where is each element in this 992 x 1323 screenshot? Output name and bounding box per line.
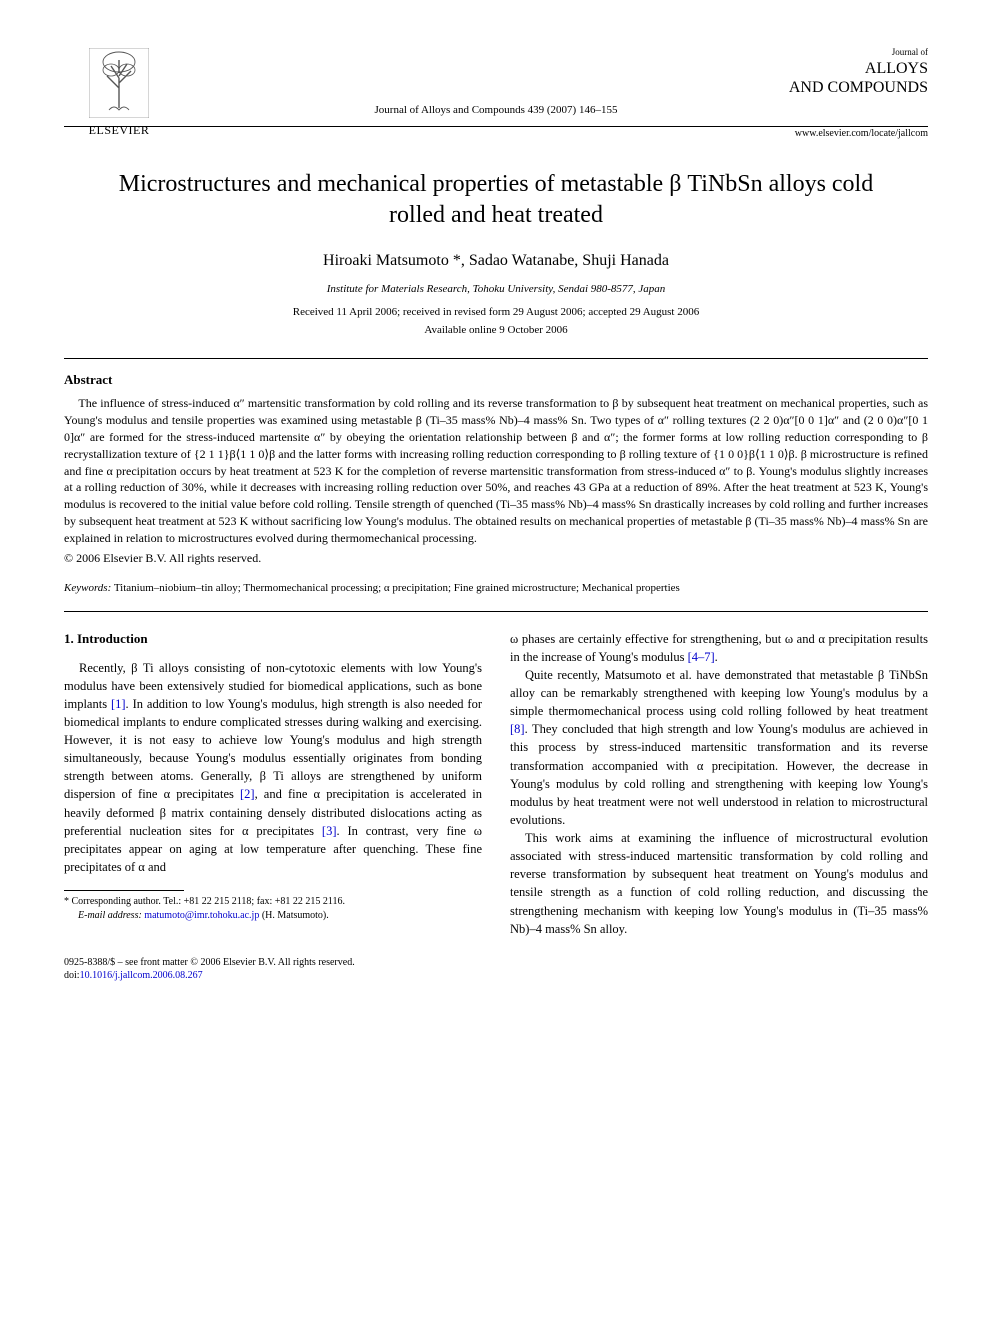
section-1-heading: 1. Introduction bbox=[64, 630, 482, 649]
ref-link-3[interactable]: [3] bbox=[322, 824, 337, 838]
corresponding-author-footnote: * Corresponding author. Tel.: +81 22 215… bbox=[64, 895, 482, 922]
ref-link-8[interactable]: [8] bbox=[510, 722, 525, 736]
doi-label: doi: bbox=[64, 970, 80, 981]
page-footer: 0925-8388/$ – see front matter © 2006 El… bbox=[64, 956, 928, 983]
doi-link[interactable]: 10.1016/j.jallcom.2006.08.267 bbox=[80, 970, 203, 981]
intro-para-1: Recently, β Ti alloys consisting of non-… bbox=[64, 659, 482, 877]
publisher-name: ELSEVIER bbox=[89, 122, 150, 139]
affiliation: Institute for Materials Research, Tohoku… bbox=[64, 282, 928, 297]
abstract-text: The influence of stress-induced α″ marte… bbox=[64, 396, 928, 544]
journal-logo-main-1: ALLOYS bbox=[865, 60, 928, 78]
intro-para-2: Quite recently, Matsumoto et al. have de… bbox=[510, 666, 928, 829]
keywords-text: Titanium–niobium–tin alloy; Thermomechan… bbox=[111, 582, 680, 594]
journal-reference: Journal of Alloys and Compounds 439 (200… bbox=[64, 103, 928, 118]
ref-link-2[interactable]: [2] bbox=[240, 787, 255, 801]
keywords-label: Keywords: bbox=[64, 582, 111, 594]
intro-para-3: This work aims at examining the influenc… bbox=[510, 829, 928, 938]
ref-link-1[interactable]: [1] bbox=[111, 697, 126, 711]
journal-logo: Journal of ALLOYS AND COMPOUNDS bbox=[748, 48, 928, 97]
email-tail: (H. Matsumoto). bbox=[259, 910, 328, 921]
author-email[interactable]: matumoto@imr.tohoku.ac.jp bbox=[144, 910, 259, 921]
received-dates: Received 11 April 2006; received in revi… bbox=[64, 305, 928, 320]
footnote-line-2: E-mail address: matumoto@imr.tohoku.ac.j… bbox=[64, 909, 482, 923]
journal-url[interactable]: www.elsevier.com/locate/jallcom bbox=[64, 127, 928, 141]
footnote-separator bbox=[64, 890, 184, 891]
abstract-body: The influence of stress-induced α″ marte… bbox=[64, 395, 928, 546]
abstract-copyright: © 2006 Elsevier B.V. All rights reserved… bbox=[64, 550, 928, 567]
ref-link-4-7[interactable]: [4–7] bbox=[688, 650, 715, 664]
intro-para-1-cont: ω phases are certainly effective for str… bbox=[510, 630, 928, 666]
abstract-heading: Abstract bbox=[64, 371, 928, 389]
page-header: ELSEVIER Journal of ALLOYS AND COMPOUNDS bbox=[64, 48, 928, 139]
publisher-block: ELSEVIER bbox=[64, 48, 174, 139]
journal-logo-main-2: AND COMPOUNDS bbox=[789, 79, 928, 97]
elsevier-tree-icon bbox=[89, 48, 149, 118]
footer-line-1: 0925-8388/$ – see front matter © 2006 El… bbox=[64, 956, 928, 970]
authors: Hiroaki Matsumoto *, Sadao Watanabe, Shu… bbox=[64, 250, 928, 272]
keywords-line: Keywords: Titanium–niobium–tin alloy; Th… bbox=[64, 581, 928, 596]
body-columns: 1. Introduction Recently, β Ti alloys co… bbox=[64, 630, 928, 938]
email-label: E-mail address: bbox=[78, 910, 142, 921]
footer-doi: doi:10.1016/j.jallcom.2006.08.267 bbox=[64, 969, 928, 983]
column-left: 1. Introduction Recently, β Ti alloys co… bbox=[64, 630, 482, 938]
column-right: ω phases are certainly effective for str… bbox=[510, 630, 928, 938]
footnote-line-1: * Corresponding author. Tel.: +81 22 215… bbox=[64, 895, 482, 909]
online-date: Available online 9 October 2006 bbox=[64, 323, 928, 338]
journal-logo-top: Journal of bbox=[892, 48, 928, 58]
rule-below-keywords bbox=[64, 611, 928, 612]
article-title: Microstructures and mechanical propertie… bbox=[104, 169, 888, 231]
